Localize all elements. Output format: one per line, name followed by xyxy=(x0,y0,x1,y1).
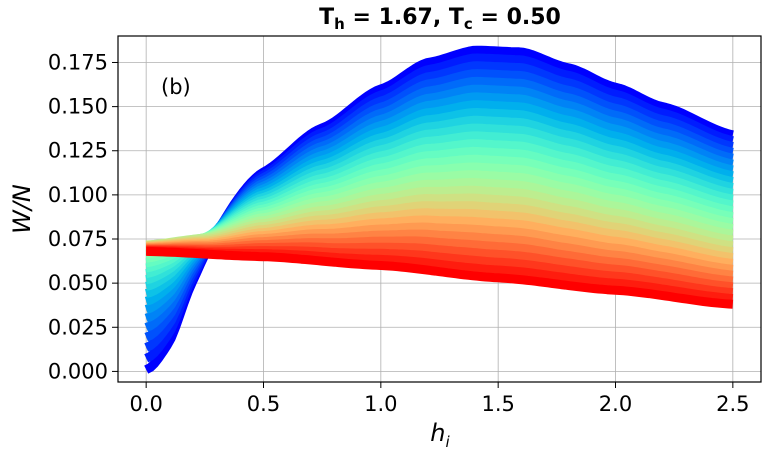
title-part: = 1.67, xyxy=(345,5,449,30)
title-part: T xyxy=(319,5,334,30)
title-part: h xyxy=(334,15,345,33)
panel-label: (b) xyxy=(161,75,191,99)
title-part: = 0.50 xyxy=(473,5,561,30)
y-tick-label: 0.125 xyxy=(48,139,108,163)
y-tick-label: 0.175 xyxy=(48,50,108,74)
y-tick-label: 0.050 xyxy=(48,271,108,295)
y-axis-label: W/N xyxy=(8,184,36,234)
x-tick-label: 0.0 xyxy=(129,392,162,416)
plot-frame xyxy=(117,35,762,383)
x-tick-label: 0.5 xyxy=(247,392,280,416)
axis-ticks: 0.0 0.5 1.0 1.5 2.0 2.5 0.000 0.025 0.050 0.075 0.… xyxy=(48,50,750,416)
x-tick-label: 2.0 xyxy=(599,392,632,416)
title-part: T xyxy=(449,5,464,30)
y-tick-label: 0.150 xyxy=(48,95,108,119)
x-axis-label: hi xyxy=(430,419,450,451)
y-tick-label: 0.025 xyxy=(48,315,108,339)
data-curve xyxy=(145,246,734,309)
title-part: c xyxy=(464,15,473,33)
x-tick-label: 1.0 xyxy=(364,392,397,416)
data-curves xyxy=(144,45,734,374)
chart-title: Th = 1.67, Tc = 0.50 xyxy=(319,5,561,33)
y-tick-label: 0.075 xyxy=(48,227,108,251)
y-tick-label: 0.000 xyxy=(48,359,108,383)
x-tick-label: 1.5 xyxy=(481,392,514,416)
x-tick-label: 2.5 xyxy=(716,392,749,416)
y-tick-label: 0.100 xyxy=(48,183,108,207)
